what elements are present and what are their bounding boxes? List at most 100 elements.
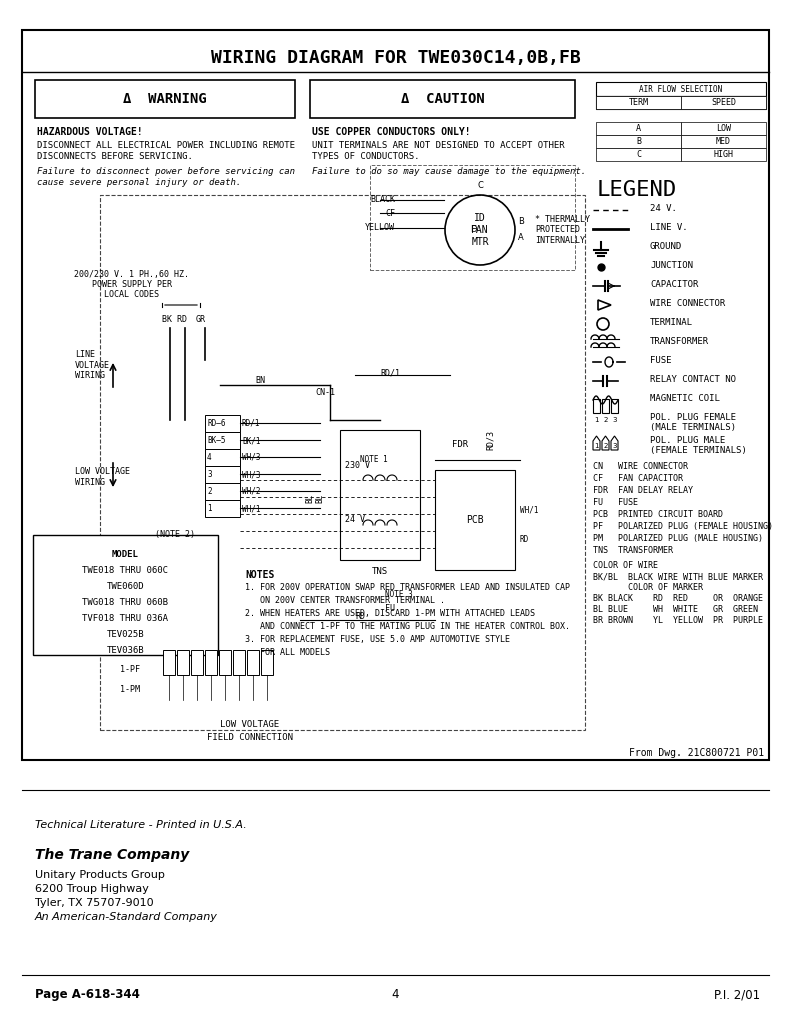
Text: USE COPPER CONDUCTORS ONLY!: USE COPPER CONDUCTORS ONLY! (312, 127, 471, 137)
Text: TEV036B: TEV036B (107, 646, 144, 655)
Text: ID
FAN
MTR: ID FAN MTR (471, 213, 489, 247)
Text: CN-1: CN-1 (315, 388, 335, 397)
Text: CF   FAN CAPACITOR: CF FAN CAPACITOR (593, 474, 683, 483)
Text: BL BLUE     WH  WHITE   GR  GREEN: BL BLUE WH WHITE GR GREEN (593, 605, 758, 614)
Bar (596, 135, 681, 148)
Text: AIR FLOW SELECTION: AIR FLOW SELECTION (639, 85, 723, 93)
Text: An American-Standard Company: An American-Standard Company (35, 912, 218, 922)
Text: 2. WHEN HEATERS ARE USED, DISCARD 1-PM WITH ATTACHED LEADS: 2. WHEN HEATERS ARE USED, DISCARD 1-PM W… (245, 609, 535, 618)
Text: WH/1: WH/1 (520, 506, 539, 514)
Text: Δ  CAUTION: Δ CAUTION (400, 92, 484, 106)
Text: WH/3: WH/3 (242, 453, 260, 462)
Text: 6200 Troup Highway: 6200 Troup Highway (35, 884, 149, 894)
Text: B: B (518, 217, 524, 226)
Text: RD/1: RD/1 (242, 419, 260, 428)
Bar (593, 399, 600, 413)
Text: YELLOW: YELLOW (365, 223, 395, 232)
Text: A: A (636, 124, 641, 133)
Text: RD: RD (355, 612, 365, 621)
Text: Unitary Products Group: Unitary Products Group (35, 870, 165, 880)
Text: AND CONNECT 1-PF TO THE MATING PLUG IN THE HEATER CONTROL BOX.: AND CONNECT 1-PF TO THE MATING PLUG IN T… (245, 622, 570, 631)
Text: COLOR OF MARKER: COLOR OF MARKER (593, 583, 703, 592)
Text: P.I. 2/01: P.I. 2/01 (713, 988, 760, 1001)
Bar (205, 500, 240, 517)
Bar (340, 430, 420, 560)
Text: Failure to do so may cause damage to the equipment.: Failure to do so may cause damage to the… (312, 167, 586, 176)
Text: BK/BL  BLACK WIRE WITH BLUE MARKER: BK/BL BLACK WIRE WITH BLUE MARKER (593, 572, 763, 581)
Bar (100, 195, 585, 730)
Text: C: C (477, 181, 483, 190)
Text: BLACK: BLACK (370, 196, 395, 205)
Text: BK BLACK    RD  RED     OR  ORANGE: BK BLACK RD RED OR ORANGE (593, 594, 763, 603)
Text: DISCONNECT ALL ELECTRICAL POWER INCLUDING REMOTE: DISCONNECT ALL ELECTRICAL POWER INCLUDIN… (37, 141, 295, 150)
Text: * THERMALLY
PROTECTED
INTERNALLY: * THERMALLY PROTECTED INTERNALLY (535, 215, 590, 245)
Text: 3: 3 (612, 417, 617, 423)
Text: PF   POLARIZED PLUG (FEMALE HOUSING): PF POLARIZED PLUG (FEMALE HOUSING) (593, 522, 773, 531)
Text: 1-PF: 1-PF (120, 666, 140, 675)
Text: NOTES: NOTES (245, 570, 274, 580)
Text: A: A (518, 233, 524, 243)
Text: WH/2: WH/2 (242, 487, 260, 496)
Text: From Dwg. 21C800721 P01: From Dwg. 21C800721 P01 (629, 748, 764, 758)
Text: 1: 1 (594, 417, 599, 423)
Bar (247, 650, 259, 675)
Bar (310, 80, 575, 118)
Text: TYPES OF CONDUCTORS.: TYPES OF CONDUCTORS. (312, 152, 419, 161)
Text: WH/3: WH/3 (242, 470, 260, 479)
Text: B: B (636, 137, 641, 146)
Bar (681, 96, 766, 109)
Text: BK RD: BK RD (162, 315, 187, 324)
Text: CF: CF (385, 209, 395, 217)
Text: BN: BN (255, 376, 265, 385)
Text: (NOTE 2): (NOTE 2) (155, 530, 195, 539)
Text: 230 V: 230 V (345, 461, 370, 469)
Text: CN   WIRE CONNECTOR: CN WIRE CONNECTOR (593, 462, 688, 471)
Text: The Trane Company: The Trane Company (35, 848, 189, 862)
Bar (611, 399, 618, 413)
Bar (205, 650, 217, 675)
Text: SPEED: SPEED (711, 98, 736, 106)
Text: WIRING DIAGRAM FOR TWE030C14,0B,FB: WIRING DIAGRAM FOR TWE030C14,0B,FB (210, 49, 581, 67)
Bar (205, 449, 240, 466)
Text: Page A-618-344: Page A-618-344 (35, 988, 140, 1001)
Text: WH/1: WH/1 (242, 504, 260, 513)
Text: RD: RD (520, 536, 529, 545)
Text: FOR ALL MODELS: FOR ALL MODELS (245, 648, 330, 657)
Text: NOTE 1: NOTE 1 (360, 455, 388, 464)
Text: ON 200V CENTER TRANSFORMER TERMINAL .: ON 200V CENTER TRANSFORMER TERMINAL . (245, 596, 445, 605)
Bar (205, 466, 240, 483)
Text: TWE060D: TWE060D (107, 582, 144, 591)
Text: MODEL: MODEL (112, 550, 139, 559)
Bar (22, 30, 769, 760)
Text: BK/1: BK/1 (242, 436, 260, 445)
Text: TWG018 THRU 060B: TWG018 THRU 060B (82, 598, 168, 607)
Text: 1: 1 (594, 443, 599, 449)
Text: Δ  WARNING: Δ WARNING (123, 92, 207, 106)
Text: 3: 3 (612, 443, 617, 449)
Text: FU: FU (385, 604, 395, 613)
Text: LOCAL CODES: LOCAL CODES (104, 290, 160, 299)
Bar (205, 483, 240, 500)
Text: GROUND: GROUND (650, 242, 683, 251)
Text: POL. PLUG MALE
(FEMALE TERMINALS): POL. PLUG MALE (FEMALE TERMINALS) (650, 436, 747, 456)
Text: LOW VOLTAGE: LOW VOLTAGE (221, 720, 279, 729)
Text: 3. FOR REPLACEMENT FUSE, USE 5.0 AMP AUTOMOTIVE STYLE: 3. FOR REPLACEMENT FUSE, USE 5.0 AMP AUT… (245, 635, 510, 644)
Text: JUNCTION: JUNCTION (650, 261, 693, 270)
Bar (219, 650, 231, 675)
Text: 200/230 V. 1 PH.,60 HZ.: 200/230 V. 1 PH.,60 HZ. (74, 270, 190, 279)
Text: PCB: PCB (466, 515, 484, 525)
Text: D: D (471, 225, 477, 234)
Text: COLOR OF WIRE: COLOR OF WIRE (593, 561, 658, 570)
Text: POL. PLUG FEMALE
(MALE TERMINALS): POL. PLUG FEMALE (MALE TERMINALS) (650, 413, 736, 432)
Text: 2: 2 (207, 487, 212, 496)
Text: FUSE: FUSE (650, 356, 672, 365)
Text: 1: 1 (207, 504, 212, 513)
Bar (681, 122, 766, 135)
Bar (261, 650, 273, 675)
Text: MED: MED (716, 137, 731, 146)
Text: 1. FOR 200V OPERATION SWAP RED TRANSFORMER LEAD AND INSULATED CAP: 1. FOR 200V OPERATION SWAP RED TRANSFORM… (245, 583, 570, 592)
Text: TVF018 THRU 036A: TVF018 THRU 036A (82, 614, 168, 623)
Text: 4: 4 (392, 988, 399, 1001)
Text: PM   POLARIZED PLUG (MALE HOUSING): PM POLARIZED PLUG (MALE HOUSING) (593, 534, 763, 543)
Text: LOW: LOW (716, 124, 731, 133)
